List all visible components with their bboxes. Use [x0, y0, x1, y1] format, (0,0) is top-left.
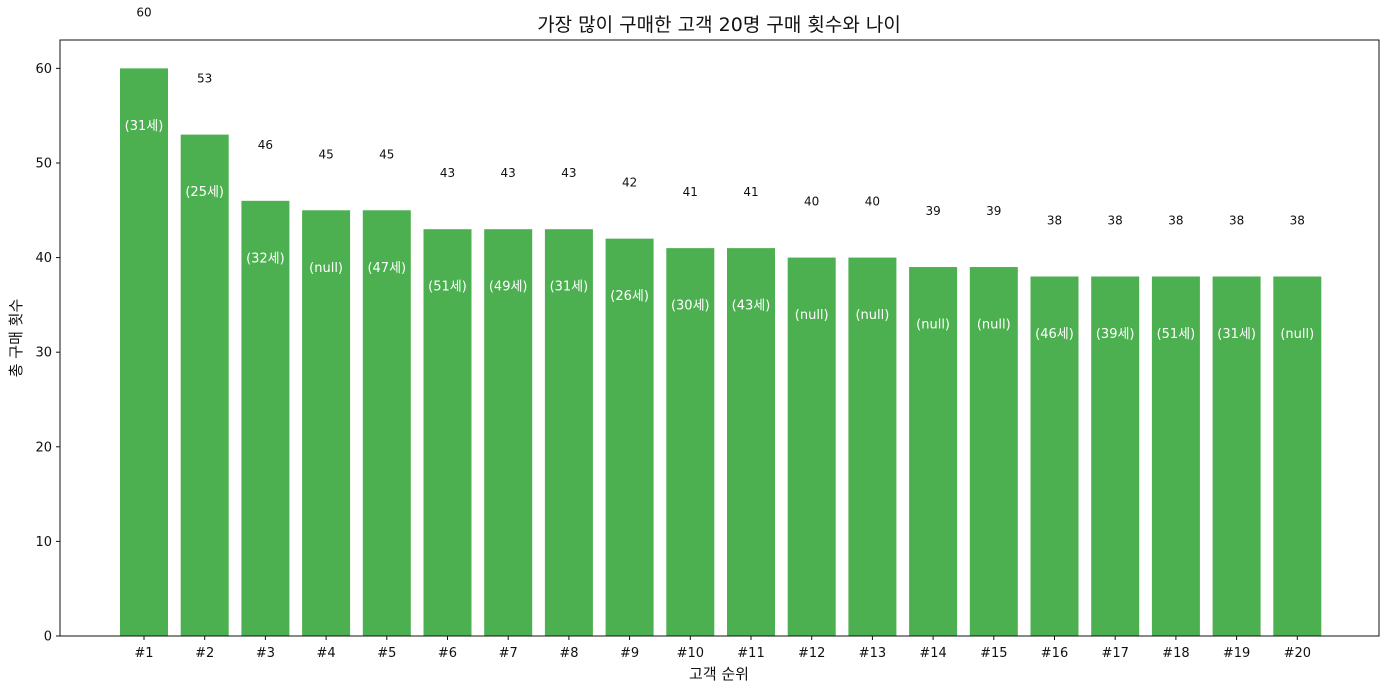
bar-age-label: (null) — [916, 318, 950, 333]
bar-age-label: (null) — [977, 318, 1011, 333]
x-tick-label: #6 — [438, 646, 457, 661]
y-tick-label: 60 — [35, 62, 52, 77]
x-tick-label: #2 — [195, 646, 214, 661]
axes-frame — [59, 39, 1380, 637]
bar-age-label: (null) — [309, 261, 343, 276]
bar-value-label: 38 — [1229, 213, 1244, 227]
x-tick-label: #3 — [256, 646, 275, 661]
bar-age-label: (31세) — [1217, 327, 1256, 342]
bar — [180, 134, 229, 636]
bar-value-label: 38 — [1047, 213, 1062, 227]
bar-value-label: 43 — [561, 166, 576, 180]
x-tick-label: #4 — [317, 646, 336, 661]
x-tick-label: #10 — [677, 646, 704, 661]
bar-value-label: 53 — [197, 72, 212, 86]
bar-age-label: (51세) — [428, 280, 467, 295]
bar-age-label: (31세) — [125, 119, 164, 134]
bar-age-label: (null) — [855, 308, 889, 323]
bar-value-label: 39 — [986, 204, 1001, 218]
bar-value-label: 45 — [318, 147, 333, 161]
x-tick-label: #8 — [559, 646, 578, 661]
bar-age-label: (43세) — [732, 299, 771, 314]
chart-title: 가장 많이 구매한 고객 20명 구매 횟수와 나이 — [537, 14, 901, 36]
x-tick-label: #12 — [798, 646, 825, 661]
bar — [848, 257, 897, 636]
y-tick-label: 0 — [44, 630, 52, 645]
bar-value-label: 40 — [804, 195, 819, 209]
bar-value-label: 43 — [501, 166, 516, 180]
bar-value-label: 38 — [1290, 213, 1305, 227]
x-tick-label: #5 — [377, 646, 396, 661]
bar-value-label: 42 — [622, 176, 637, 190]
bar-value-label: 60 — [136, 5, 151, 19]
bar-age-label: (51세) — [1157, 327, 1196, 342]
bar-age-label: (31세) — [550, 280, 589, 295]
bar-value-label: 41 — [683, 185, 698, 199]
bar-age-label: (null) — [795, 308, 829, 323]
x-tick-label: #7 — [499, 646, 518, 661]
bar — [909, 267, 958, 636]
bar — [666, 248, 715, 636]
bar-value-label: 38 — [1168, 213, 1183, 227]
x-tick-label: #16 — [1041, 646, 1068, 661]
x-axis-label: 고객 순위 — [689, 665, 749, 683]
bar-age-label: (26세) — [610, 289, 649, 304]
bar — [727, 248, 775, 636]
bar — [1091, 276, 1140, 636]
bar — [969, 267, 1018, 636]
bar-age-label: (49세) — [489, 280, 528, 295]
bar — [423, 229, 472, 636]
bar-age-label: (32세) — [246, 251, 285, 266]
bar-age-label: (25세) — [185, 185, 224, 200]
bar — [544, 229, 593, 636]
bar-age-label: (30세) — [671, 299, 710, 314]
bar — [1151, 276, 1200, 636]
bar-value-label: 43 — [440, 166, 455, 180]
y-tick-label: 20 — [35, 440, 52, 455]
bar-age-label: (null) — [1280, 327, 1314, 342]
bar-value-label: 38 — [1108, 213, 1123, 227]
y-axis-label: 총 구매 횟수 — [7, 299, 25, 378]
bar — [1030, 276, 1079, 636]
x-tick-label: #11 — [737, 646, 764, 661]
bar-value-label: 46 — [258, 138, 273, 152]
bar-value-label: 41 — [743, 185, 758, 199]
x-tick-label: #9 — [620, 646, 639, 661]
bar — [787, 257, 836, 636]
x-tick-label: #15 — [980, 646, 1007, 661]
x-tick-label: #20 — [1284, 646, 1311, 661]
bar — [120, 68, 168, 636]
bar — [484, 229, 533, 636]
bar — [1273, 276, 1322, 636]
x-tick-label: #14 — [919, 646, 946, 661]
plot-area: 60 (31세) #1 53 (25세) #2 46 (32세) #3 45 (null) #4 45 (… — [35, 5, 1380, 661]
x-tick-label: #17 — [1101, 646, 1128, 661]
bar-age-label: (39세) — [1096, 327, 1135, 342]
bar-value-label: 45 — [379, 147, 394, 161]
bar-age-label: (47세) — [367, 261, 406, 276]
bar — [1212, 276, 1261, 636]
y-tick-label: 10 — [35, 535, 52, 550]
bar-age-label: (46세) — [1035, 327, 1074, 342]
y-tick-label: 50 — [35, 156, 52, 171]
bar — [605, 238, 654, 636]
x-tick-label: #18 — [1162, 646, 1189, 661]
y-tick-label: 40 — [35, 251, 52, 266]
bar — [241, 200, 290, 637]
bar — [302, 210, 351, 637]
x-tick-label: #19 — [1223, 646, 1250, 661]
bar — [362, 210, 411, 637]
y-tick-label: 30 — [35, 346, 52, 361]
x-tick-label: #1 — [134, 646, 153, 661]
bar-value-label: 40 — [865, 195, 880, 209]
x-tick-label: #13 — [859, 646, 886, 661]
bar-value-label: 39 — [925, 204, 940, 218]
